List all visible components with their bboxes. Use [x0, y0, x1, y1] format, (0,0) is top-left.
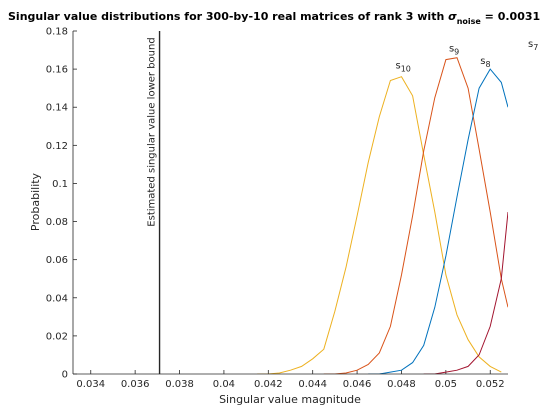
series-label-base: s	[449, 44, 454, 55]
series-label-s7: s7	[528, 39, 538, 52]
series-label-subscript: 10	[401, 65, 411, 74]
y-tick-label: 0.18	[46, 27, 68, 38]
x-tick-label: 0.036	[121, 379, 150, 390]
title-sigma-subscript: noise	[457, 17, 482, 26]
title-prefix: Singular value distributions for 300-by-…	[8, 10, 448, 23]
y-tick-label: 0.16	[46, 65, 68, 76]
title-sigma: σ	[448, 10, 457, 23]
y-tick-label: 0.12	[46, 141, 68, 152]
y-tick-label: 0.06	[46, 255, 68, 266]
title-suffix: = 0.0031	[481, 10, 540, 23]
chart-title: Singular value distributions for 300-by-…	[8, 10, 540, 26]
series-label-s10: s10	[395, 61, 410, 74]
x-tick-label: 0.034	[76, 379, 105, 390]
series-label-s8: s8	[480, 56, 490, 69]
series-lines	[257, 57, 508, 374]
y-axis-label: Probability	[29, 172, 42, 231]
y-axis-ticks: 0 0.02 0.04 0.06 0.08 0.1 0.12 0.14 0.16 0.18	[46, 27, 77, 381]
series-line-s9	[323, 57, 508, 374]
x-tick-label: 0.044	[298, 379, 327, 390]
series-line-s10	[257, 76, 502, 374]
series-label-base: s	[395, 61, 400, 72]
x-tick-label: 0.05	[435, 379, 457, 390]
series-label-s9: s9	[449, 44, 459, 57]
x-tick-label: 0.052	[476, 379, 505, 390]
series-label-subscript: 7	[533, 43, 538, 52]
series-label-base: s	[528, 39, 533, 50]
y-tick-label: 0.02	[46, 331, 68, 342]
y-tick-label: 0	[62, 370, 68, 381]
x-tick-label: 0.048	[387, 379, 416, 390]
series-line-s8	[368, 68, 508, 374]
series-line-s7	[423, 211, 508, 374]
x-tick-label: 0.046	[343, 379, 372, 390]
x-axis-label: Singular value magnitude	[219, 393, 361, 406]
x-axis-ticks: 0.034 0.036 0.038 0.04 0.042 0.044 0.046 0.048 0…	[76, 370, 505, 390]
series-label-subscript: 8	[485, 60, 490, 69]
plot-area	[73, 31, 508, 374]
x-tick-label: 0.042	[254, 379, 283, 390]
y-tick-label: 0.1	[52, 179, 68, 190]
series-label-base: s	[480, 56, 485, 67]
y-tick-label: 0.14	[46, 103, 68, 114]
y-tick-label: 0.04	[46, 293, 68, 304]
series-label-subscript: 9	[454, 48, 459, 57]
lower-bound-label: Estimated singular value lower bound	[147, 37, 158, 226]
x-tick-label: 0.038	[165, 379, 194, 390]
y-tick-label: 0.08	[46, 217, 68, 228]
lower-bound-marker: Estimated singular value lower bound	[147, 31, 161, 374]
x-tick-label: 0.04	[213, 379, 235, 390]
